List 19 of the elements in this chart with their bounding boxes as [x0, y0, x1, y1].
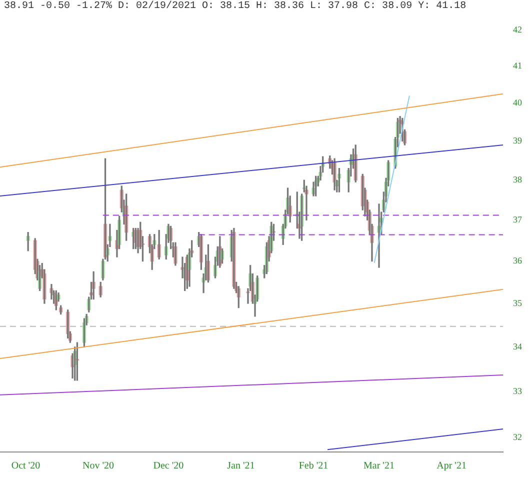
y-tick-label: 40: [513, 98, 522, 108]
y-tick-label: 39: [513, 136, 522, 146]
y-tick-label: 36: [513, 256, 522, 266]
y-tick-label: 42: [513, 24, 522, 34]
x-tick-label: Feb '21: [298, 460, 328, 472]
x-tick-label: Jan '21: [227, 460, 255, 472]
x-tick-label: Mar '21: [364, 460, 394, 472]
y-tick-label: 32: [513, 432, 522, 442]
x-tick-label: Oct '20: [11, 460, 40, 472]
y-tick-label: 33: [513, 386, 522, 396]
y-tick-label: 37: [513, 214, 522, 224]
y-tick-label: 35: [513, 298, 522, 308]
x-tick-label: Dec '20: [153, 460, 184, 472]
y-tick-label: 41: [513, 60, 522, 71]
chart-title: 38.91 -0.50 -1.27% D: 02/19/2021 O: 38.15 H: 38.36 L: 37.98 C: 38.09 Y: 41.18: [4, 1, 466, 12]
x-tick-label: Nov '20: [82, 460, 114, 472]
x-tick-label: Apr '21: [436, 460, 466, 472]
y-tick-label: 34: [513, 341, 522, 352]
y-tick-label: 38: [513, 174, 522, 184]
